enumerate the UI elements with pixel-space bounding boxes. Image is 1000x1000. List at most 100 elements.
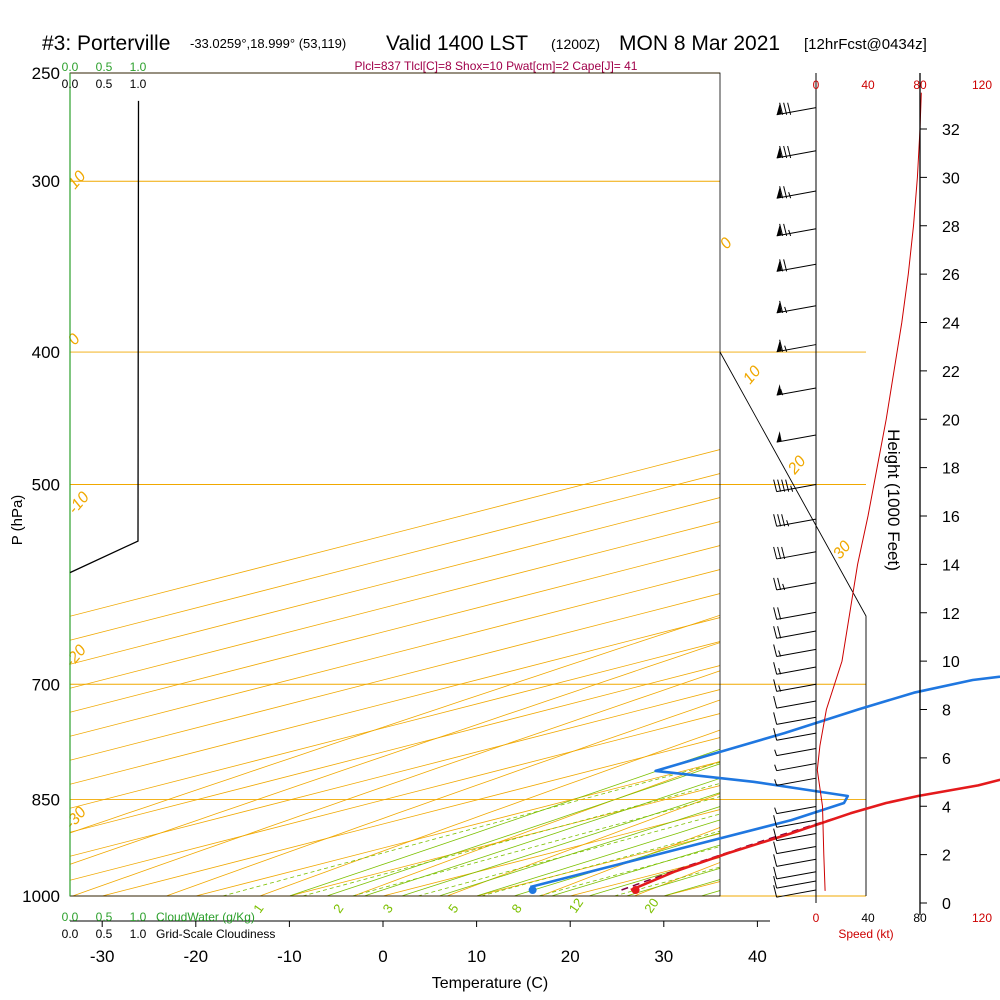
- wind-barbs: [773, 102, 817, 898]
- wind-barb: [773, 885, 817, 898]
- mixing-ratio-label: 2: [330, 901, 346, 916]
- isotherm-label: -10: [65, 489, 93, 518]
- cloudiness-line: [69, 100, 140, 574]
- isotherm-label: 10: [65, 168, 90, 193]
- wind-speed-line: [816, 92, 922, 891]
- cloud-water-tick-top: 0.0: [62, 60, 79, 74]
- x-tick-label: -10: [277, 947, 302, 966]
- stability-indices: Plcl=837 Tlcl[C]=8 Shox=10 Pwat[cm]=2 Ca…: [355, 59, 638, 73]
- mixing-ratio-line: [481, 830, 720, 896]
- wind-barb: [776, 339, 817, 353]
- cloudiness-label: Grid-Scale Cloudiness: [156, 927, 275, 941]
- wind-barb: [773, 866, 817, 880]
- wind-barb: [776, 259, 817, 272]
- cloud-water-tick-bottom: 0.5: [96, 910, 113, 924]
- dewpoint-line: [529, 675, 1000, 889]
- wind-speed-profile: [815, 73, 922, 903]
- speed-axis-label: Speed (kt): [838, 927, 893, 941]
- wind-barb: [776, 102, 817, 116]
- x-tick-label: 40: [748, 947, 767, 966]
- isotherm-line: [70, 617, 720, 785]
- wind-barb: [773, 479, 817, 493]
- valid-time: Valid 1400 LST: [386, 32, 528, 55]
- height-tick-label: 6: [942, 751, 951, 768]
- cloud-water-tick-bottom: 0.0: [62, 910, 79, 924]
- wind-barb: [774, 777, 817, 786]
- wind-barb: [773, 577, 817, 591]
- height-tick-label: 12: [942, 606, 960, 623]
- dry-adiabat-line: [915, 73, 1000, 896]
- height-tick-label: 16: [942, 509, 960, 526]
- wind-barb: [773, 841, 817, 855]
- y-axis-label: P (hPa): [9, 495, 26, 546]
- cloudiness-tick-top: 0.0: [62, 77, 79, 91]
- cloud-water-tick-top: 0.5: [96, 60, 113, 74]
- mixing-ratio-label: 20: [641, 895, 662, 915]
- height-tick-label: 8: [942, 703, 951, 720]
- wind-barb: [776, 145, 817, 159]
- height-tick-label: 10: [942, 654, 960, 671]
- mixing-ratio-label: 3: [380, 901, 396, 916]
- pressure-tick-label: 700: [32, 675, 60, 694]
- height-tick-label: 24: [942, 316, 960, 333]
- cloud-water-tick-top: 1.0: [130, 60, 147, 74]
- diagram-boundary: [719, 351, 867, 896]
- cloudiness-profile: [69, 100, 140, 574]
- isotherm-line: [70, 713, 720, 881]
- wind-barb: [773, 662, 817, 675]
- isotherm-line: [102, 737, 720, 896]
- speed-tick-label-bottom: 0: [813, 911, 820, 925]
- dry-adiabat-line: [166, 699, 720, 896]
- wind-barb: [773, 828, 817, 842]
- forecast-run: [12hrFcst@0434z]: [804, 36, 927, 53]
- cloudiness-tick-bottom: 0.0: [62, 927, 79, 941]
- forecast-date: MON 8 Mar 2021: [619, 32, 780, 55]
- dry-adiabat-line: [70, 642, 720, 865]
- isotherm-label: 10: [740, 363, 765, 388]
- cloud-water-label: CloudWater (g/Kg): [156, 910, 255, 924]
- station-coords: -33.0259°,18.999° (53,119): [190, 36, 346, 51]
- mixing-ratio-label: 8: [508, 901, 524, 916]
- wind-barb: [773, 514, 817, 527]
- isotherm-line: [70, 665, 720, 833]
- x-tick-label: 10: [467, 947, 486, 966]
- isotherm-label: 30: [830, 538, 855, 563]
- speed-tick-label-top: 120: [972, 78, 992, 92]
- height-tick-label: 2: [942, 848, 951, 865]
- speed-tick-label-top: 0: [813, 78, 820, 92]
- wind-barb: [776, 223, 817, 237]
- pressure-tick-label: 250: [32, 64, 60, 83]
- dry-adiabat-line: [259, 729, 720, 896]
- cloudiness-tick-bottom: 0.5: [96, 927, 113, 941]
- height-tick-label: 32: [942, 122, 960, 139]
- station-title: #3: Porterville: [42, 32, 170, 55]
- isotherm-label: 0: [65, 331, 84, 349]
- isotherm-line: [70, 641, 720, 809]
- surface-dewpoint-marker: [528, 886, 537, 895]
- dry-adiabat-line: [72, 670, 720, 896]
- moist-adiabat-line: [364, 777, 720, 896]
- x-tick-label: -30: [90, 947, 115, 966]
- wind-barb: [776, 300, 817, 314]
- height-tick-label: 4: [942, 799, 951, 816]
- utc-time: (1200Z): [551, 36, 600, 52]
- mixing-ratio-label: 12: [566, 895, 587, 915]
- wind-barb: [773, 679, 817, 692]
- cloudiness-tick-bottom: 1.0: [130, 927, 147, 941]
- surface-temperature-marker: [631, 886, 640, 895]
- dry-adiabat-line: [353, 760, 720, 896]
- cloudiness-tick-top: 0.5: [96, 77, 113, 91]
- x-tick-label: 0: [378, 947, 387, 966]
- pressure-tick-label: 850: [32, 791, 60, 810]
- wind-barb: [774, 763, 817, 772]
- pressure-tick-label: 300: [32, 172, 60, 191]
- height-tick-label: 20: [942, 412, 960, 429]
- speed-tick-label-bottom: 80: [913, 911, 927, 925]
- wind-barb: [773, 854, 817, 867]
- moist-adiabat-line: [289, 748, 720, 896]
- dry-adiabat-line: [446, 793, 720, 896]
- wind-barb: [773, 728, 817, 741]
